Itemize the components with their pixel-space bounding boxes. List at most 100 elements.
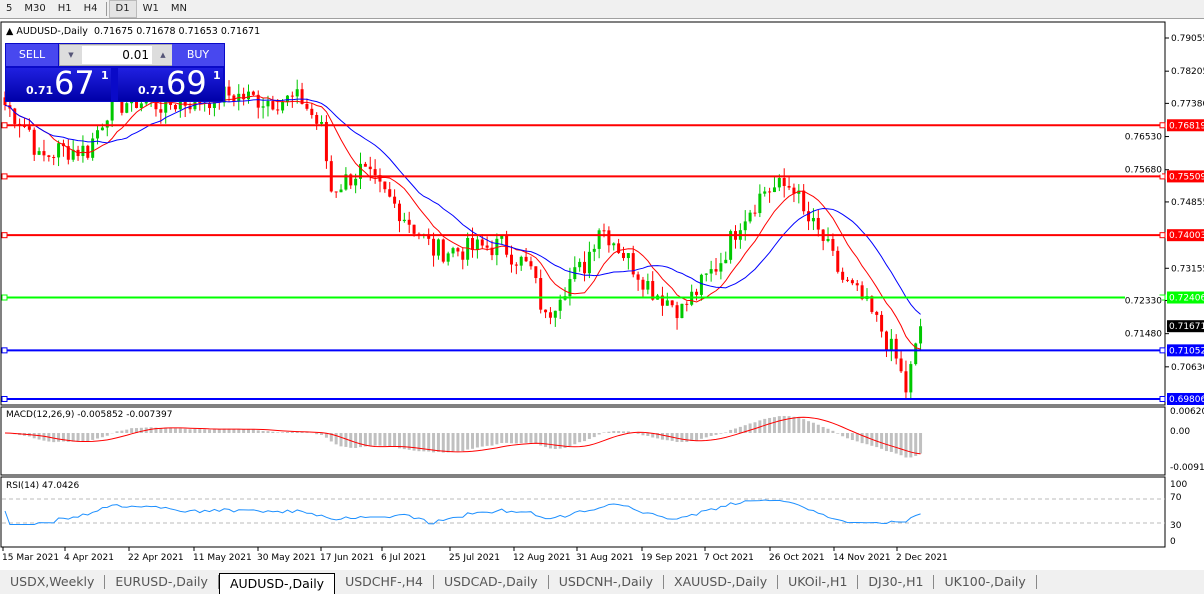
macd-bar — [612, 431, 616, 433]
candle-body — [271, 101, 275, 110]
date-label: 31 Aug 2021 — [576, 553, 634, 563]
candle-body — [441, 239, 445, 262]
hline-price-label: 0.72406 — [1169, 294, 1204, 304]
chart-tab[interactable]: USDX,Weekly — [0, 575, 106, 589]
macd-bar — [222, 428, 226, 433]
buy-price[interactable]: 0.71 69 1 — [118, 68, 223, 101]
timeframe-mn[interactable]: MN — [170, 3, 187, 14]
candle-body — [500, 235, 504, 239]
candle-body — [583, 261, 587, 274]
candle-body — [899, 358, 903, 372]
timeframe-5[interactable]: 5 — [6, 3, 13, 14]
macd-bar — [412, 433, 416, 451]
candle-body — [105, 120, 109, 128]
hline-price-label: 0.74003 — [1169, 231, 1204, 241]
macd-bar — [461, 433, 465, 452]
macd-bar — [149, 427, 153, 433]
macd-bar — [359, 433, 363, 448]
timeframe-h4[interactable]: H4 — [83, 3, 98, 14]
candle-body — [139, 103, 143, 108]
chart-tab[interactable]: UK100-,Daily — [934, 575, 1037, 589]
macd-bar — [544, 433, 548, 448]
macd-bar — [899, 433, 903, 456]
candle-body — [665, 300, 669, 306]
candle-body — [81, 145, 85, 157]
candle-body — [636, 274, 640, 280]
timeframe-h1[interactable]: H1 — [57, 3, 72, 14]
chart-tab[interactable]: XAUUSD-,Daily — [664, 575, 779, 589]
macd-bar — [134, 428, 138, 433]
macd-bar — [105, 433, 109, 436]
candle-body — [894, 338, 898, 359]
date-label: 11 May 2021 — [193, 553, 252, 563]
timeframe-m30[interactable]: M30 — [24, 3, 46, 14]
macd-bar — [57, 433, 61, 442]
macd-bar — [100, 433, 104, 438]
sell-price[interactable]: 0.71 67 1 — [6, 68, 111, 101]
macd-bar — [617, 431, 621, 433]
candle-body — [315, 114, 319, 124]
macd-bar — [154, 427, 158, 433]
candle-body — [120, 94, 124, 113]
candle-body — [178, 101, 182, 110]
macd-bar — [490, 433, 494, 446]
macd-tick-label: -0.00919 — [1170, 463, 1204, 473]
candle-body — [159, 109, 163, 113]
buy-button[interactable]: BUY — [172, 44, 224, 66]
candle-body — [758, 193, 762, 214]
macd-bar — [475, 433, 479, 448]
rsi-tick-label: 70 — [1170, 493, 1182, 503]
timeframe-toolbar: 5 M30 H1 H4 D1 W1 MN — [0, 0, 1204, 19]
chart-tab[interactable]: EURUSD-,Daily — [105, 575, 219, 589]
macd-bar — [432, 433, 436, 453]
macd-bar — [607, 431, 611, 433]
candle-body — [154, 99, 158, 110]
sell-button[interactable]: SELL — [6, 44, 58, 66]
macd-bar — [183, 428, 187, 433]
lot-size-stepper[interactable]: ▼ 0.01 ▲ — [59, 44, 176, 66]
symbol-label: AUDUSD-,Daily — [16, 26, 88, 37]
chart-tab[interactable]: DJ30-,H1 — [858, 575, 935, 589]
candle-body — [743, 221, 747, 231]
chart-tab[interactable]: USDCHF-,H4 — [335, 575, 434, 589]
chart-tab[interactable]: UKOil-,H1 — [778, 575, 859, 589]
date-label: 2 Dec 2021 — [896, 553, 948, 563]
chart-tab[interactable]: USDCAD-,Daily — [434, 575, 549, 589]
macd-bar — [665, 433, 669, 441]
lot-increase-icon[interactable]: ▲ — [160, 51, 166, 59]
macd-bar — [115, 431, 119, 433]
candle-body — [763, 191, 767, 194]
timeframe-w1[interactable]: W1 — [142, 3, 159, 14]
macd-bar — [802, 419, 806, 433]
chart-tab[interactable]: AUDUSD-,Daily — [218, 572, 336, 594]
candle-body — [558, 299, 562, 311]
candle-body — [32, 129, 36, 155]
macd-bar — [709, 433, 713, 436]
macd-bar — [354, 433, 358, 448]
macd-bar — [363, 433, 367, 447]
candle-body — [816, 217, 820, 230]
candle-body — [490, 247, 494, 256]
line-handle — [1, 395, 8, 402]
line-handle — [1159, 122, 1166, 129]
macd-bar — [909, 433, 913, 458]
macd-bar — [651, 433, 655, 438]
timeframe-d1[interactable]: D1 — [108, 0, 137, 18]
chart-tab[interactable]: USDCNH-,Daily — [549, 575, 665, 589]
candle-body — [471, 238, 475, 250]
candle-body — [363, 163, 367, 167]
macd-bar — [247, 429, 250, 433]
lot-decrease-icon[interactable]: ▼ — [68, 51, 74, 59]
candle-body — [753, 212, 757, 214]
macd-bar — [334, 433, 338, 445]
candle-body — [242, 93, 246, 100]
candle-body — [548, 312, 552, 318]
candle-body — [880, 314, 884, 332]
macd-bar — [422, 433, 426, 452]
line-handle — [1159, 173, 1166, 180]
lot-input[interactable]: 0.01 — [82, 46, 152, 64]
candle-body — [597, 230, 601, 249]
candle-body — [587, 251, 591, 274]
